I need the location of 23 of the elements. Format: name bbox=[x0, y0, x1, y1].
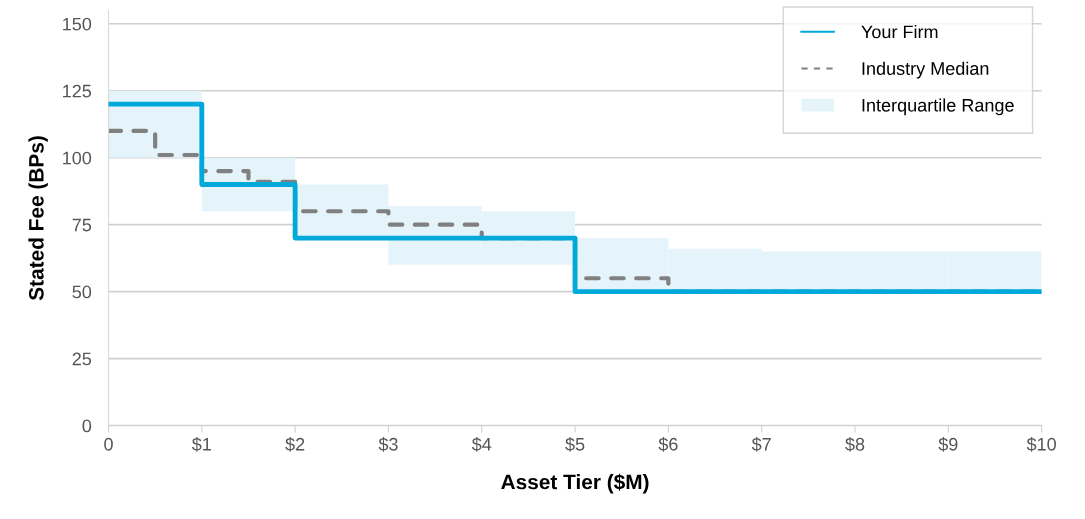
y-tick-label: 150 bbox=[63, 17, 92, 31]
y-tick-label: 75 bbox=[72, 218, 92, 232]
x-tick-label: $1 bbox=[191, 437, 211, 452]
x-tick-label: $9 bbox=[938, 437, 958, 452]
x-tick-label: $8 bbox=[845, 437, 865, 452]
x-tick-label: $6 bbox=[658, 437, 678, 452]
x-tick-label: $7 bbox=[751, 437, 771, 452]
legend-label: Industry Median bbox=[862, 61, 989, 79]
x-tick-label: $3 bbox=[378, 437, 398, 452]
y-tick-label: 0 bbox=[82, 419, 92, 433]
y-axis-title: Stated Fee (BPs) bbox=[28, 136, 48, 301]
legend-label: Interquartile Range bbox=[862, 98, 1014, 116]
y-tick-label: 25 bbox=[72, 352, 92, 366]
legend-label: Your Firm bbox=[861, 25, 938, 39]
y-tick-label: 50 bbox=[72, 285, 92, 299]
x-tick-label: 0 bbox=[104, 437, 113, 451]
x-tick-label: $2 bbox=[285, 437, 305, 452]
y-tick-label: 125 bbox=[63, 84, 92, 98]
x-tick-label: $10 bbox=[1026, 437, 1056, 452]
y-tick-label: 100 bbox=[63, 151, 92, 165]
x-tick-label: $5 bbox=[565, 437, 585, 452]
x-tick-label: $4 bbox=[471, 437, 492, 452]
x-axis-title: Asset Tier ($M) bbox=[501, 473, 649, 494]
